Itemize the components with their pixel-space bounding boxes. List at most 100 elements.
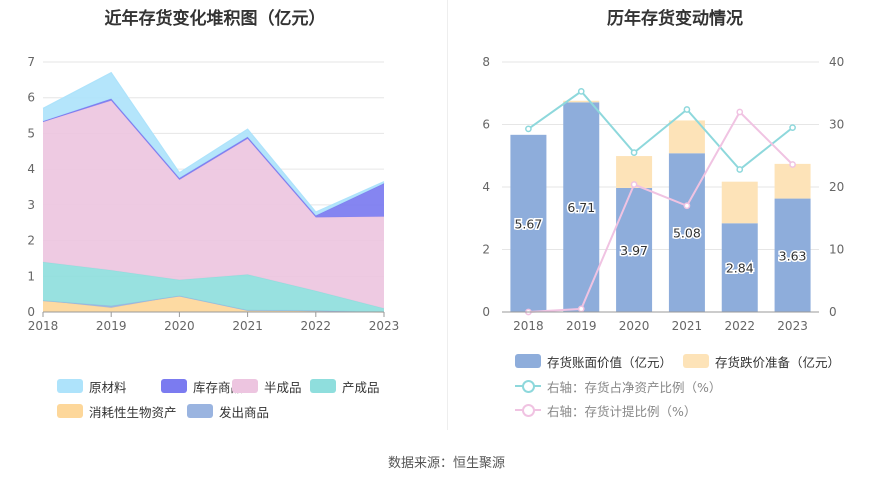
- x-tick-label: 2019: [96, 319, 127, 333]
- area-series: [43, 295, 384, 312]
- x-tick-label: 2019: [566, 319, 597, 333]
- x-tick-label: 2022: [724, 319, 755, 333]
- y-tick-label: 2: [27, 234, 35, 248]
- x-tick-label: 2018: [28, 319, 59, 333]
- bar-data-label: 2.84: [726, 261, 754, 276]
- y2-tick-label: 10: [829, 243, 844, 257]
- y-tick-label: 6: [482, 118, 490, 132]
- y-tick-label: 2: [482, 243, 490, 257]
- legend-swatch: [57, 379, 83, 393]
- legend-swatch: [57, 404, 83, 418]
- legend-label: 右轴：存货占净资产比例（%）: [547, 379, 722, 395]
- legend-item[interactable]: 存货账面价值（亿元）: [515, 352, 672, 370]
- legend-label: 存货账面价值（亿元）: [547, 354, 673, 370]
- legend-label: 半成品: [264, 379, 302, 395]
- legend-label: 产成品: [342, 379, 380, 395]
- legend-label: 库存商品: [193, 379, 244, 395]
- line-point: [683, 202, 691, 210]
- line-point: [736, 166, 744, 173]
- bar: [668, 120, 705, 154]
- legend-line-marker: [515, 403, 541, 417]
- legend-item[interactable]: 右轴：存货计提比例（%）: [515, 401, 696, 419]
- x-tick-label: 2021: [672, 319, 703, 333]
- x-tick-label: 2023: [369, 319, 400, 333]
- bar: [774, 163, 811, 199]
- legend-label: 发出商品: [219, 404, 270, 420]
- legend-dot: [522, 404, 535, 417]
- bar-data-label: 5.67: [514, 216, 542, 231]
- area-series-edge: [42, 71, 385, 213]
- y-tick-label: 1: [27, 269, 35, 283]
- legend-swatch: [161, 379, 187, 393]
- x-tick-label: 2020: [619, 319, 650, 333]
- legend-item[interactable]: 半成品: [232, 377, 302, 395]
- area-series: [43, 262, 384, 312]
- bar-data-label: 3.63: [779, 248, 807, 263]
- line-point: [577, 88, 585, 95]
- y2-tick-label: 0: [829, 305, 837, 319]
- left-chart-title: 近年存货变化堆积图（亿元）: [104, 9, 326, 29]
- left-stacked-area-chart: 0 1 2 3 4 5 6 7 2018 2019 2020 2021 2022 2023: [27, 55, 400, 333]
- legend-item[interactable]: 原材料: [57, 377, 127, 395]
- line-point: [630, 181, 638, 188]
- legend-item[interactable]: 发出商品: [187, 402, 269, 420]
- y2-tick-label: 20: [829, 180, 844, 194]
- line-point: [789, 124, 796, 131]
- x-tick-label: 2023: [777, 319, 808, 333]
- y2-tick-label: 40: [829, 55, 844, 69]
- line-series: [528, 110, 794, 313]
- line-point: [577, 305, 585, 313]
- area-series: [43, 100, 384, 309]
- y-tick-label: 3: [27, 198, 35, 212]
- right-bar-line-chart: 0 2 4 6 8 0 10 20 30 40 5.67 6.71 3.97 5.08 2.84 3.63 20…: [482, 55, 844, 333]
- line-point: [789, 161, 796, 168]
- legend-item[interactable]: 消耗性生物资产: [57, 402, 177, 420]
- x-tick-label: 2021: [232, 319, 263, 333]
- bar: [721, 223, 758, 312]
- legend-label: 原材料: [89, 379, 127, 395]
- legend-label: 右轴：存货计提比例（%）: [547, 403, 697, 419]
- x-tick-label: 2020: [164, 319, 195, 333]
- y-tick-label: 0: [482, 305, 490, 319]
- panel-divider: [447, 0, 448, 430]
- legend-item[interactable]: 产成品: [310, 377, 380, 395]
- bar-data-label: 6.71: [567, 200, 595, 215]
- y-tick-label: 8: [482, 55, 490, 69]
- line-point: [683, 106, 691, 113]
- y-tick-label: 6: [27, 91, 35, 105]
- y-tick-label: 0: [27, 305, 35, 319]
- y-tick-label: 7: [27, 55, 35, 69]
- y-tick-label: 4: [482, 180, 490, 194]
- legend-swatch: [515, 354, 541, 368]
- line-point: [630, 149, 638, 156]
- data-source: 数据来源：恒生聚源: [387, 456, 505, 471]
- line-point: [525, 125, 532, 133]
- line-series: [527, 90, 794, 171]
- right-chart-title: 历年存货变动情况: [607, 9, 743, 29]
- bar-data-label: 5.08: [673, 226, 701, 241]
- legend-item[interactable]: 右轴：存货占净资产比例（%）: [515, 377, 721, 395]
- x-tick-label: 2018: [513, 319, 544, 333]
- legend-swatch: [683, 354, 709, 368]
- legend-swatch: [232, 379, 258, 393]
- legend-line-marker: [515, 379, 541, 393]
- legend-swatch: [310, 379, 336, 393]
- bar: [510, 134, 547, 312]
- bar-data-label: 3.97: [620, 243, 648, 258]
- bar: [563, 100, 600, 103]
- line-point: [736, 108, 744, 116]
- bar: [721, 181, 758, 224]
- legend-item[interactable]: 库存商品: [161, 377, 243, 395]
- x-tick-label: 2022: [301, 319, 332, 333]
- y-tick-label: 5: [27, 126, 35, 140]
- legend-item[interactable]: 存货跌价准备（亿元）: [683, 352, 840, 370]
- y2-tick-label: 30: [829, 118, 844, 132]
- y-tick-label: 4: [27, 162, 35, 176]
- bar: [563, 102, 600, 312]
- bar: [774, 198, 811, 312]
- legend-swatch: [187, 404, 213, 418]
- legend-label: 存货跌价准备（亿元）: [715, 354, 841, 370]
- legend-label: 消耗性生物资产: [89, 404, 177, 420]
- bar: [668, 153, 705, 312]
- bar: [616, 187, 653, 312]
